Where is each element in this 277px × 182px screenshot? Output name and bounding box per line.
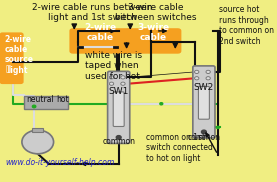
Circle shape: [121, 82, 125, 85]
Text: 3-wire
cable: 3-wire cable: [137, 23, 170, 42]
FancyBboxPatch shape: [198, 86, 209, 119]
Circle shape: [194, 77, 199, 80]
FancyBboxPatch shape: [193, 66, 215, 138]
Text: 2-wire
cable: 2-wire cable: [84, 23, 116, 42]
FancyBboxPatch shape: [107, 71, 130, 143]
Text: SW1: SW1: [109, 86, 129, 96]
Circle shape: [32, 105, 36, 108]
Circle shape: [109, 76, 114, 79]
Text: Ⓛ: Ⓛ: [6, 65, 11, 74]
Bar: [24, 96, 68, 109]
Bar: [32, 128, 43, 132]
Text: 2-wire cable runs between
light and 1st switch: 2-wire cable runs between light and 1st …: [32, 3, 153, 22]
Circle shape: [109, 82, 114, 85]
Text: white wire is
taped when
used for hot: white wire is taped when used for hot: [85, 51, 142, 81]
Text: common on 1st
switch connected
to hot on light: common on 1st switch connected to hot on…: [146, 133, 213, 163]
Circle shape: [201, 130, 206, 134]
Circle shape: [160, 103, 163, 105]
Text: 2-wire
cable
source
 light: 2-wire cable source light: [5, 35, 34, 75]
Circle shape: [216, 126, 219, 128]
Text: SW2: SW2: [194, 83, 214, 92]
Circle shape: [116, 136, 121, 139]
Text: common: common: [102, 137, 135, 146]
FancyBboxPatch shape: [125, 28, 181, 54]
Text: neutral: neutral: [26, 95, 54, 104]
FancyBboxPatch shape: [69, 28, 130, 54]
Circle shape: [206, 70, 210, 74]
Text: source hot
runs through
to common on
2nd switch: source hot runs through to common on 2nd…: [219, 5, 274, 46]
Circle shape: [22, 130, 53, 154]
Text: hot: hot: [56, 95, 68, 104]
Circle shape: [206, 77, 210, 80]
Text: 3-wire cable
between switches: 3-wire cable between switches: [115, 3, 197, 22]
Text: common: common: [188, 133, 220, 142]
FancyBboxPatch shape: [0, 32, 24, 84]
Circle shape: [194, 70, 199, 74]
Text: www.do-it-yourself-help.com: www.do-it-yourself-help.com: [5, 159, 114, 167]
Circle shape: [121, 76, 125, 79]
FancyBboxPatch shape: [113, 92, 124, 126]
